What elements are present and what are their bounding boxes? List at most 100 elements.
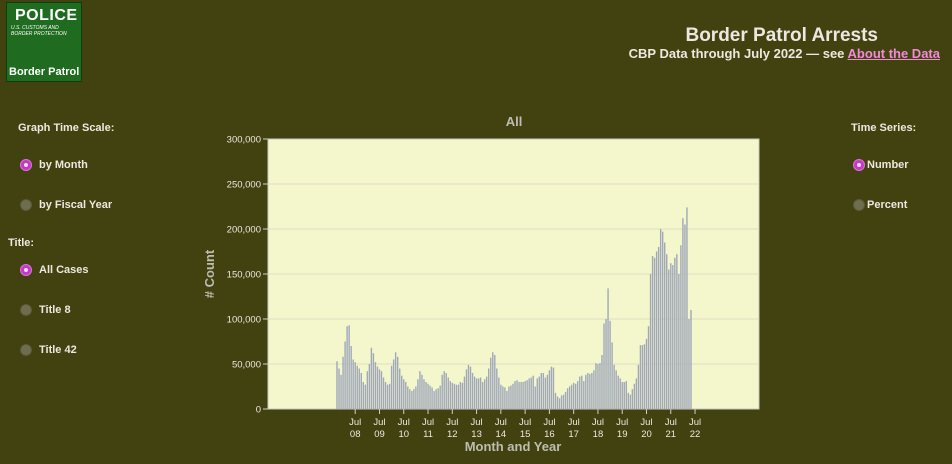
y-tick-label: 250,000: [227, 180, 261, 191]
bar: [585, 374, 587, 409]
bar: [560, 395, 563, 409]
about-data-link[interactable]: About the Data: [847, 46, 940, 61]
bar: [429, 385, 431, 409]
bar: [542, 373, 545, 409]
radio-unselected-icon: [20, 199, 32, 211]
bar: [540, 373, 543, 409]
bar: [572, 382, 575, 409]
x-tick-label-month: Jul: [422, 417, 434, 428]
radio-by-fiscal-year[interactable]: by Fiscal Year: [20, 199, 112, 211]
bar: [570, 384, 573, 409]
x-tick-label-year: 12: [447, 429, 458, 440]
bar: [386, 384, 389, 409]
x-tick-label-month: Jul: [665, 417, 677, 428]
bar: [680, 245, 682, 409]
bar: [409, 389, 411, 409]
bar: [439, 385, 441, 409]
bar: [378, 369, 381, 409]
bar: [443, 371, 445, 409]
radio-by-month[interactable]: by Month: [20, 159, 88, 171]
bar: [666, 254, 668, 409]
bar: [514, 381, 516, 409]
bar: [388, 383, 391, 409]
radio-percent[interactable]: Percent: [853, 199, 907, 211]
bar: [544, 377, 547, 409]
bar: [633, 383, 636, 409]
bar: [548, 370, 551, 409]
bar: [401, 375, 403, 409]
bar: [463, 376, 466, 409]
radio-unselected-icon: [20, 304, 32, 316]
bar: [336, 361, 338, 409]
y-tick-label: 200,000: [227, 225, 261, 236]
bar: [672, 265, 674, 409]
x-tick-label-month: Jul: [616, 417, 628, 428]
radio-unselected-icon: [853, 199, 865, 211]
y-tick-label: 100,000: [227, 315, 261, 326]
bar: [344, 341, 346, 409]
bar: [538, 376, 540, 409]
bar: [358, 368, 360, 409]
radio-all-cases[interactable]: All Cases: [20, 264, 89, 276]
bar: [392, 359, 395, 409]
x-tick-label-month: Jul: [373, 417, 385, 428]
bar: [342, 356, 344, 409]
bar: [494, 355, 496, 409]
x-tick-label-month: Jul: [495, 417, 507, 428]
bar: [575, 383, 577, 409]
bar: [504, 387, 506, 409]
x-tick-label-year: 09: [374, 429, 385, 440]
bar: [655, 251, 658, 409]
x-tick-label-month: Jul: [519, 417, 531, 428]
bar: [481, 382, 484, 409]
radio-title-8[interactable]: Title 8: [20, 304, 71, 316]
chart-title: All: [506, 114, 523, 129]
bar: [532, 375, 534, 409]
bar: [625, 381, 627, 409]
x-tick-label-year: 20: [641, 429, 652, 440]
bar: [457, 384, 460, 409]
bar: [338, 368, 340, 409]
bar: [649, 274, 652, 409]
subtitle-text: CBP Data through July 2022 — see: [628, 46, 848, 61]
bar: [376, 366, 379, 409]
bar: [684, 224, 686, 409]
radio-number[interactable]: Number: [853, 159, 909, 171]
radio-unselected-icon: [20, 344, 32, 356]
page-subtitle: CBP Data through July 2022 — see About t…: [629, 46, 940, 61]
bar: [516, 380, 518, 409]
bar: [447, 377, 449, 409]
bar: [647, 326, 650, 409]
bar: [461, 382, 464, 409]
bar: [425, 382, 427, 409]
bar: [433, 391, 435, 409]
bar: [690, 310, 692, 409]
bar: [360, 373, 362, 409]
bar: [498, 377, 500, 409]
logo-agency-text: U.S. CUSTOMS AND BORDER PROTECTION: [11, 25, 67, 37]
bar: [502, 386, 504, 409]
bar: [506, 391, 508, 409]
radio-title-42-label: Title 42: [39, 344, 77, 356]
bar: [403, 379, 405, 409]
bar: [603, 323, 605, 409]
bar: [653, 257, 656, 409]
bar: [449, 381, 451, 409]
radio-title-42[interactable]: Title 42: [20, 344, 77, 356]
x-tick-label-month: Jul: [640, 417, 652, 428]
x-tick-label-year: 19: [617, 429, 628, 440]
x-tick-label-year: 13: [471, 429, 482, 440]
bar: [346, 326, 348, 409]
bar: [382, 377, 385, 409]
bar: [627, 392, 629, 409]
bar: [688, 319, 690, 409]
time-scale-label: Graph Time Scale:: [18, 122, 115, 134]
bar: [356, 365, 358, 409]
bar: [597, 364, 599, 409]
x-tick-label-year: 16: [544, 429, 555, 440]
bar: [490, 357, 492, 409]
bar: [485, 376, 488, 409]
bar: [550, 366, 553, 409]
bar: [453, 383, 456, 409]
bar: [423, 379, 425, 409]
